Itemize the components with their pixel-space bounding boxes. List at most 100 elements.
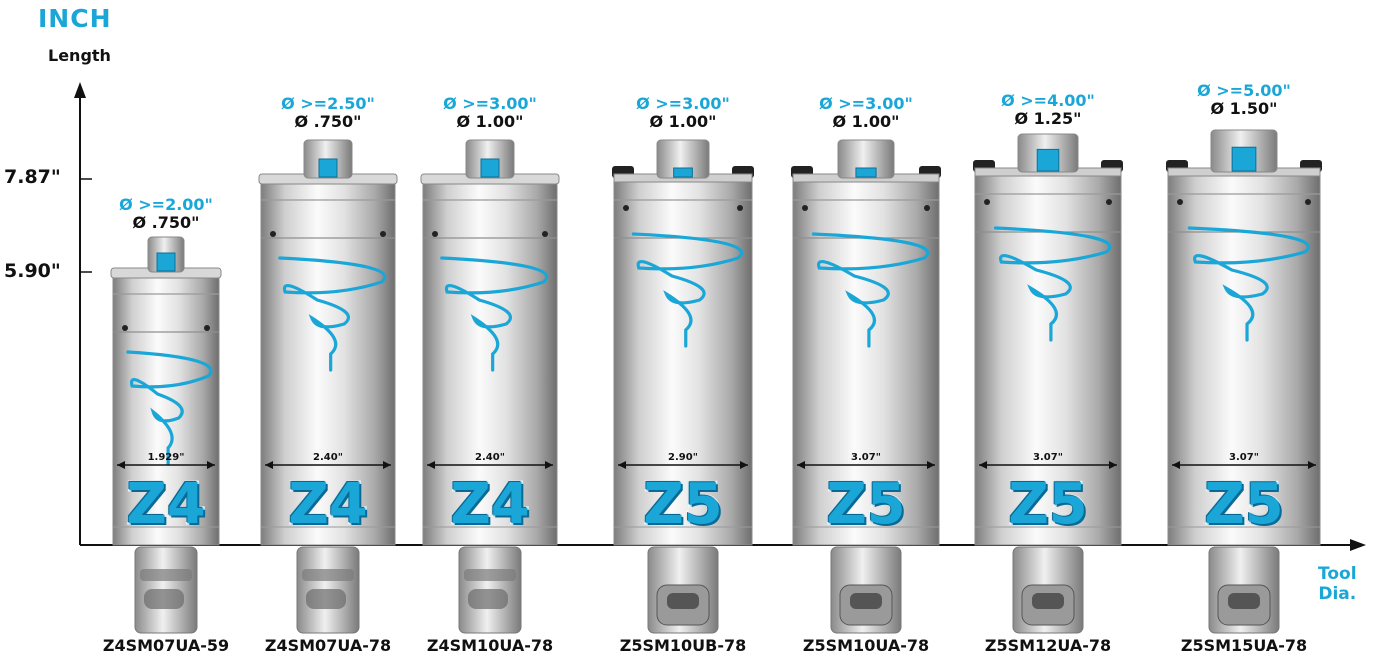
body-hole xyxy=(270,231,276,237)
min-cut-diameter: Ø >=2.00" xyxy=(119,195,213,214)
dimension-arrow-right xyxy=(1308,461,1316,469)
shank-diameter: Ø .750" xyxy=(294,112,362,131)
shank-groove xyxy=(302,569,354,581)
series-badge: Z5 xyxy=(642,471,725,539)
body-hole xyxy=(122,325,128,331)
series-badge: Z5 xyxy=(825,471,908,539)
shank-slot xyxy=(306,589,346,609)
body-hole xyxy=(1305,199,1311,205)
dimension-arrow-right xyxy=(545,461,553,469)
dimension-arrow-left xyxy=(979,461,987,469)
spiral-mark xyxy=(440,256,549,372)
body-hole xyxy=(432,231,438,237)
holder-body xyxy=(1167,171,1321,546)
x-axis-label: Tool Dia. xyxy=(1318,564,1357,604)
body-hole xyxy=(984,199,990,205)
unit-title: INCH xyxy=(38,4,112,33)
spiral-mark xyxy=(278,256,387,372)
body-hole xyxy=(1106,199,1112,205)
model-number: Z4SM10UA-78 xyxy=(426,636,554,655)
y-axis-label: Length xyxy=(48,46,111,65)
dimension-arrow-left xyxy=(427,461,435,469)
shank-slot xyxy=(144,589,184,609)
spindle-cap xyxy=(837,139,895,179)
body-hole xyxy=(542,231,548,237)
spiral-mark xyxy=(126,350,213,466)
body-hole xyxy=(1177,199,1183,205)
series-badge: Z4 xyxy=(125,471,208,539)
dimension-arrow-left xyxy=(265,461,273,469)
key-square xyxy=(1231,146,1257,172)
shank-diameter: Ø 1.50" xyxy=(1210,99,1278,118)
dimension-arrow-left xyxy=(618,461,626,469)
series-badge: Z5 xyxy=(1203,471,1286,539)
series-badge: Z4 xyxy=(287,471,370,539)
holder-body xyxy=(422,177,558,546)
model-number: Z5SM15UA-78 xyxy=(1180,636,1308,655)
key-square xyxy=(673,167,693,178)
dimension-arrow-left xyxy=(797,461,805,469)
min-cut-diameter: Ø >=3.00" xyxy=(636,94,730,113)
holder-body xyxy=(260,177,396,546)
min-cut-diameter: Ø >=4.00" xyxy=(1001,91,1095,110)
body-hole xyxy=(204,325,210,331)
shank-groove xyxy=(464,569,516,581)
body-hole xyxy=(380,231,386,237)
spec-label: Ø >=3.00" Ø 1.00" xyxy=(766,95,966,131)
x-axis-label-line1: Tool xyxy=(1318,564,1357,584)
spec-label: Ø >=2.00" Ø .750" xyxy=(66,196,266,232)
spec-label: Ø >=4.00" Ø 1.25" xyxy=(948,92,1148,128)
shank-slot xyxy=(1032,593,1064,609)
spiral-mark xyxy=(993,226,1112,342)
shank-slot xyxy=(468,589,508,609)
spindle-cap xyxy=(656,139,710,179)
dimension-arrow-left xyxy=(1172,461,1180,469)
holder-body xyxy=(112,271,220,546)
width-dimension: 3.07" xyxy=(1033,452,1063,463)
shank-diameter: Ø 1.00" xyxy=(649,112,717,131)
y-axis-arrow xyxy=(74,82,86,98)
key-square xyxy=(480,158,500,178)
holder-body xyxy=(974,171,1122,546)
min-cut-diameter: Ø >=3.00" xyxy=(819,94,913,113)
body-hole xyxy=(924,205,930,211)
series-badge: Z5 xyxy=(1007,471,1090,539)
shank-slot xyxy=(850,593,882,609)
width-dimension: 2.90" xyxy=(668,452,698,463)
series-badge: Z4 xyxy=(449,471,532,539)
spiral-mark xyxy=(631,232,744,348)
model-number: Z5SM12UA-78 xyxy=(984,636,1112,655)
dimension-arrow-right xyxy=(383,461,391,469)
spiral-mark xyxy=(811,232,930,348)
width-dimension: 3.07" xyxy=(851,452,881,463)
spiral-mark xyxy=(1187,226,1310,342)
spec-label: Ø >=5.00" Ø 1.50" xyxy=(1144,82,1344,118)
key-square xyxy=(1036,148,1060,172)
width-dimension: 3.07" xyxy=(1229,452,1259,463)
body-hole xyxy=(802,205,808,211)
model-number: Z5SM10UA-78 xyxy=(802,636,930,655)
x-axis-arrow xyxy=(1350,539,1366,551)
width-dimension: 2.40" xyxy=(475,452,505,463)
body-hole xyxy=(623,205,629,211)
spec-label: Ø >=3.00" Ø 1.00" xyxy=(583,95,783,131)
model-number: Z4SM07UA-78 xyxy=(264,636,392,655)
shank-diameter: Ø 1.00" xyxy=(456,112,524,131)
body-hole xyxy=(737,205,743,211)
holder-body xyxy=(613,177,753,546)
width-dimension: 2.40" xyxy=(313,452,343,463)
shank-groove xyxy=(140,569,192,581)
dimension-arrow-left xyxy=(117,461,125,469)
model-number: Z4SM07UA-59 xyxy=(102,636,230,655)
model-number: Z5SM10UB-78 xyxy=(619,636,747,655)
key-square xyxy=(156,252,176,272)
y-tick-787: 7.87" xyxy=(4,166,61,188)
y-tick-590: 5.90" xyxy=(4,260,61,282)
shank-slot xyxy=(667,593,699,609)
spec-label: Ø >=2.50" Ø .750" xyxy=(228,95,428,131)
x-axis-label-line2: Dia. xyxy=(1318,584,1357,604)
dimension-arrow-right xyxy=(740,461,748,469)
dimension-arrow-right xyxy=(207,461,215,469)
